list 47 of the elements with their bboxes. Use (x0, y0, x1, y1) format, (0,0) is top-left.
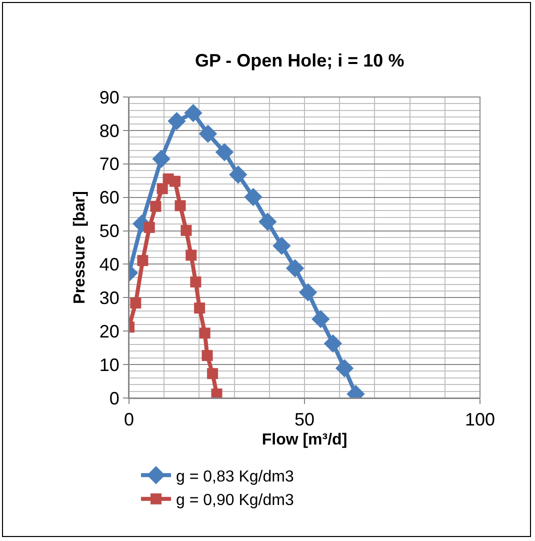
point (137, 255, 148, 266)
point (312, 310, 330, 328)
x-axis-title: Flow [m³/d] (262, 431, 348, 448)
y-tick-label: 90 (99, 87, 120, 108)
y-axis-title: Pressure [bar] (71, 191, 88, 304)
point (150, 200, 162, 212)
point (198, 124, 218, 143)
y-tick-label: 80 (99, 120, 120, 141)
point (190, 276, 202, 288)
point (207, 368, 218, 380)
y-tick-label: 20 (99, 321, 120, 342)
point (184, 104, 202, 122)
point (272, 236, 291, 255)
point (244, 188, 262, 206)
point (180, 224, 192, 236)
legend-label: g = 0,83 Kg/dm3 (176, 468, 294, 486)
point (130, 298, 142, 309)
y-tick-label: 10 (99, 354, 120, 375)
point (215, 143, 234, 162)
point (211, 388, 222, 398)
point (169, 176, 180, 187)
y-tick-label: 50 (99, 221, 120, 242)
point (194, 302, 206, 314)
point (152, 150, 170, 168)
point (144, 222, 155, 233)
y-tick-label: 40 (99, 254, 120, 275)
point (335, 359, 354, 378)
point (298, 283, 318, 302)
x-tick-label: 0 (124, 410, 134, 430)
point (258, 212, 277, 231)
point (202, 350, 213, 362)
point (174, 200, 186, 212)
point (186, 250, 197, 261)
x-tick-label: 100 (464, 410, 496, 430)
y-tick-label: 30 (99, 288, 120, 308)
point (286, 259, 304, 278)
chart-title: GP - Open Hole; i = 10 % (194, 50, 404, 71)
y-tick-label: 70 (99, 154, 120, 174)
x-tick-label: 50 (294, 410, 315, 430)
point (156, 183, 168, 194)
point (168, 112, 186, 130)
point (229, 165, 248, 184)
y-tick-label: 60 (99, 188, 120, 208)
y-tick-label: 0 (109, 388, 120, 408)
point (199, 328, 210, 339)
point (324, 334, 342, 353)
legend-label: g = 0,90 Kg/dm3 (176, 492, 294, 510)
